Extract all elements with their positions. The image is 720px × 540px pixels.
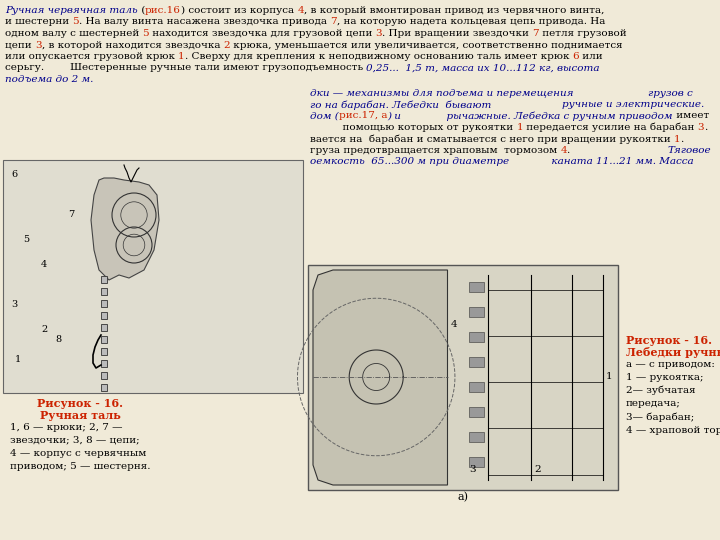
Text: или опускается грузовой крюк: или опускается грузовой крюк — [5, 52, 179, 61]
Text: , в которой находится звездочка: , в которой находится звездочка — [42, 40, 223, 50]
Text: 5: 5 — [73, 17, 79, 26]
Text: 1: 1 — [516, 123, 523, 132]
Bar — [469, 357, 485, 367]
Text: . Сверху для крепления к неподвижному основанию таль имеет крюк: . Сверху для крепления к неподвижному ос… — [185, 52, 572, 61]
Text: 6: 6 — [572, 52, 580, 61]
Bar — [101, 312, 107, 319]
Text: одном валу с шестерней: одном валу с шестерней — [5, 29, 143, 38]
Text: 4: 4 — [41, 260, 48, 269]
Text: , на которую надета кольцевая цепь привода. На: , на которую надета кольцевая цепь приво… — [337, 17, 606, 26]
Text: 7: 7 — [533, 29, 539, 38]
Bar — [469, 407, 485, 417]
Bar — [101, 300, 107, 307]
Text: 5: 5 — [143, 29, 149, 38]
Text: подъема до 2 м.: подъема до 2 м. — [5, 75, 94, 84]
Text: 1, 6 — крюки; 2, 7 —
звездочки; 3, 8 — цепи;
4 — корпус с червячным
приводом; 5 : 1, 6 — крюки; 2, 7 — звездочки; 3, 8 — ц… — [10, 423, 150, 470]
Text: . При вращении звездочки: . При вращении звездочки — [382, 29, 533, 38]
Text: оемкость  65...300 м при диаметре             каната 11...21 мм. Масса: оемкость 65...300 м при диаметре каната … — [310, 158, 693, 166]
Text: , в который вмонтирован привод из червячного винта,: , в который вмонтирован привод из червяч… — [304, 6, 604, 15]
Text: дки — механизмы для подъема и перемещения: дки — механизмы для подъема и перемещени… — [310, 89, 574, 98]
Text: имеет: имеет — [672, 111, 709, 120]
Text: 2: 2 — [534, 465, 541, 474]
Text: 0,25...  1,5 т, масса их 10...112 кг, высота: 0,25... 1,5 т, масса их 10...112 кг, выс… — [366, 64, 600, 72]
Bar — [469, 382, 485, 392]
Text: 6: 6 — [11, 170, 17, 179]
Bar — [308, 265, 618, 490]
Text: ) и: ) и — [387, 111, 401, 120]
Text: .: . — [567, 146, 668, 155]
Polygon shape — [313, 270, 448, 485]
Polygon shape — [91, 178, 159, 280]
Text: передается усилие на барабан: передается усилие на барабан — [523, 123, 698, 132]
Bar — [101, 372, 107, 379]
Text: 1: 1 — [674, 134, 680, 144]
Bar — [469, 457, 485, 467]
Bar — [101, 348, 107, 355]
Text: серьгу.        Шестеренные ручные тали имеют грузоподъемность: серьгу. Шестеренные ручные тали имеют гр… — [5, 64, 366, 72]
Bar — [101, 360, 107, 367]
Text: 3: 3 — [11, 300, 17, 309]
Text: Ручная таль: Ручная таль — [40, 410, 120, 421]
Text: помощью которых от рукоятки: помощью которых от рукоятки — [310, 123, 516, 132]
Text: 3: 3 — [469, 465, 476, 474]
Bar — [101, 324, 107, 331]
Text: Рисунок - 16.: Рисунок - 16. — [626, 335, 712, 346]
Text: 2: 2 — [41, 325, 48, 334]
Bar — [469, 432, 485, 442]
Text: находится звездочка для грузовой цепи: находится звездочка для грузовой цепи — [149, 29, 376, 38]
Text: Ручная червячная таль: Ручная червячная таль — [5, 6, 138, 15]
Text: вается на  барабан и сматывается с него при вращении рукоятки: вается на барабан и сматывается с него п… — [310, 134, 674, 144]
Text: го на барабан. Лебедки  бывают: го на барабан. Лебедки бывают — [310, 100, 491, 110]
Text: 3: 3 — [35, 40, 42, 50]
Text: грузов с: грузов с — [648, 89, 693, 98]
Text: а): а) — [457, 492, 469, 502]
Text: и шестерни: и шестерни — [5, 17, 73, 26]
Text: 1: 1 — [179, 52, 185, 61]
Text: или: или — [580, 52, 603, 61]
Text: 4: 4 — [451, 320, 457, 329]
Text: 1: 1 — [15, 355, 22, 364]
Text: дом (: дом ( — [310, 111, 338, 120]
Text: .: . — [680, 134, 684, 144]
Text: а — с приводом:
1 — рукоятка;
2— зубчатая
передача;
3— барабан;
4 — храповой тор: а — с приводом: 1 — рукоятка; 2— зубчата… — [626, 360, 720, 435]
Bar — [469, 307, 485, 317]
Bar — [101, 384, 107, 391]
Text: петля грузовой: петля грузовой — [539, 29, 626, 38]
Text: (: ( — [138, 6, 145, 15]
Text: 5: 5 — [23, 235, 29, 244]
Bar — [101, 336, 107, 343]
Text: Лебедки ручные:: Лебедки ручные: — [626, 347, 720, 358]
Bar — [101, 276, 107, 283]
Text: рычажные. Лебедка с ручным приводом: рычажные. Лебедка с ручным приводом — [401, 111, 672, 121]
Text: ручные и электрические.: ручные и электрические. — [562, 100, 704, 109]
Text: . На валу винта насажена звездочка привода: . На валу винта насажена звездочка приво… — [79, 17, 330, 26]
Text: 7: 7 — [330, 17, 337, 26]
Text: ) состоит из корпуса: ) состоит из корпуса — [181, 6, 297, 15]
Text: 3: 3 — [376, 29, 382, 38]
Text: 1: 1 — [606, 372, 612, 381]
Text: 3: 3 — [698, 123, 704, 132]
Bar — [469, 332, 485, 342]
Bar — [3, 160, 303, 393]
Text: 4: 4 — [297, 6, 304, 15]
Bar — [469, 282, 485, 292]
Text: рис.16: рис.16 — [145, 6, 181, 15]
Bar — [101, 288, 107, 295]
Text: 8: 8 — [55, 335, 61, 344]
Text: крюка, уменьшается или увеличивается, соответственно поднимается: крюка, уменьшается или увеличивается, со… — [230, 40, 623, 50]
Text: .: . — [704, 123, 708, 132]
Text: рис.17, а: рис.17, а — [338, 111, 387, 120]
Text: 2: 2 — [223, 40, 230, 50]
Text: груза предотвращается храповым  тормозом: груза предотвращается храповым тормозом — [310, 146, 560, 155]
Text: 4: 4 — [560, 146, 567, 155]
Text: Рисунок - 16.: Рисунок - 16. — [37, 398, 123, 409]
Text: 7: 7 — [68, 210, 74, 219]
Text: цепи: цепи — [5, 40, 35, 50]
Text: Тяговое: Тяговое — [668, 146, 711, 155]
